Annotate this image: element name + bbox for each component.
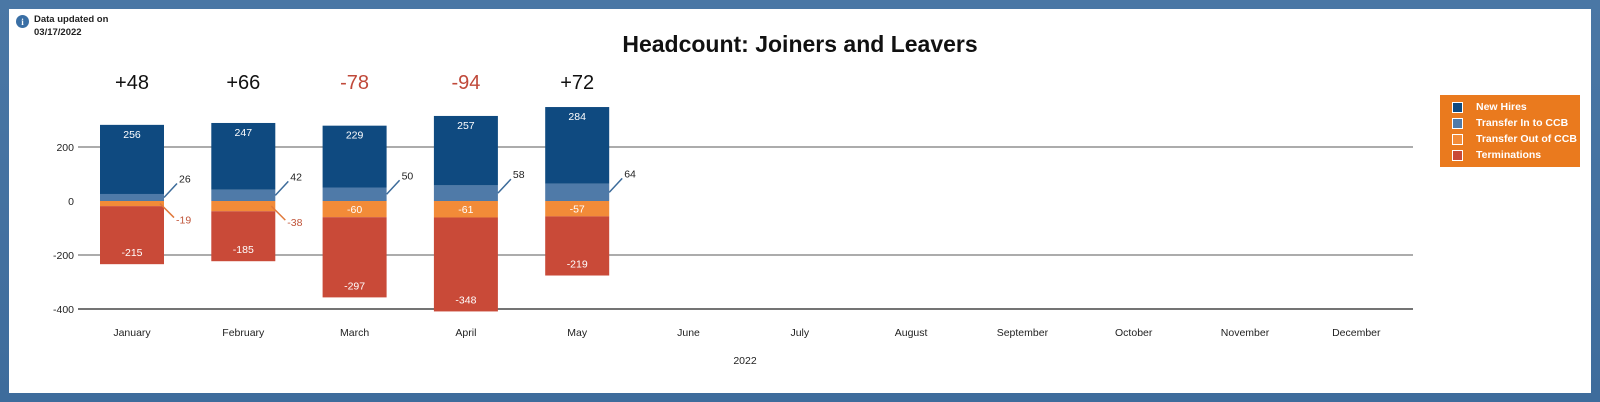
bar-transfer-in-to-ccb-may[interactable]: [545, 183, 610, 201]
legend-swatch: [1452, 101, 1463, 113]
net-change-label: -94: [451, 72, 480, 94]
y-tick-label: 0: [68, 196, 74, 208]
data-label-transfer-in: 42: [290, 171, 302, 183]
legend-label: New Hires: [1476, 101, 1527, 113]
x-tick-label: February: [222, 327, 265, 339]
data-label-transfer-out: -57: [570, 204, 585, 216]
data-label-new-hires: 256: [123, 129, 141, 141]
bar-new-hires-january[interactable]: [100, 124, 164, 194]
bar-transfer-in-to-ccb-january[interactable]: [100, 193, 164, 201]
bar-transfer-in-to-ccb-april[interactable]: [433, 185, 498, 201]
leader-line: [497, 178, 512, 194]
y-tick-label: -400: [53, 304, 74, 316]
data-label-new-hires: 284: [568, 111, 586, 123]
x-tick-label: October: [1115, 327, 1153, 339]
legend-item-transfer-out-of-ccb[interactable]: Transfer Out of CCB: [1440, 131, 1580, 147]
bar-new-hires-april[interactable]: [433, 115, 498, 186]
data-updated-note: i Data updated on 03/17/2022: [16, 13, 120, 39]
bar-terminations-march[interactable]: [322, 217, 387, 298]
chart-title: Headcount: Joiners and Leavers: [622, 31, 977, 57]
data-updated-line1: Data updated on: [34, 14, 109, 25]
x-axis-title: 2022: [733, 355, 757, 367]
data-updated-date: 03/17/2022: [34, 27, 82, 38]
bar-terminations-february[interactable]: [211, 211, 276, 262]
legend-label: Transfer Out of CCB: [1476, 133, 1577, 145]
data-label-transfer-out: -38: [287, 217, 302, 229]
bar-transfer-in-to-ccb-february[interactable]: [211, 189, 276, 201]
data-label-transfer-in: 50: [402, 170, 414, 182]
leader-line: [386, 179, 401, 195]
data-label-terminations: -215: [121, 247, 142, 259]
leader-line: [159, 203, 175, 219]
data-label-transfer-out: -19: [176, 215, 191, 227]
leader-line: [270, 205, 286, 221]
data-updated-text: Data updated on 03/17/2022: [34, 13, 120, 39]
x-tick-label: June: [677, 327, 700, 339]
bar-transfer-in-to-ccb-march[interactable]: [322, 187, 387, 202]
x-tick-label: March: [340, 327, 369, 339]
x-tick-label: December: [1332, 327, 1381, 339]
x-tick-label: September: [997, 327, 1049, 339]
legend-label: Terminations: [1476, 149, 1542, 161]
x-tick-label: January: [113, 327, 151, 339]
net-change-label: +48: [115, 72, 149, 94]
y-tick-label: -200: [53, 250, 74, 262]
x-tick-label: April: [455, 327, 476, 339]
net-change-label: +66: [226, 72, 260, 94]
bar-transfer-out-of-ccb-may[interactable]: [545, 201, 610, 217]
legend: New Hires Transfer In to CCB Transfer Out …: [1440, 95, 1580, 167]
legend-swatch: [1452, 149, 1463, 161]
info-icon[interactable]: i: [16, 15, 29, 28]
y-tick-label: 200: [56, 142, 74, 154]
net-change-label: +72: [560, 72, 594, 94]
x-tick-label: May: [567, 327, 588, 339]
data-label-terminations: -297: [344, 280, 365, 292]
data-label-new-hires: 229: [346, 130, 364, 142]
data-label-transfer-in: 26: [179, 173, 191, 185]
data-label-transfer-out: -61: [458, 204, 473, 216]
leader-line: [163, 182, 178, 199]
data-label-new-hires: 257: [457, 120, 475, 132]
bar-transfer-out-of-ccb-january[interactable]: [100, 201, 164, 207]
bar-terminations-april[interactable]: [433, 217, 498, 312]
legend-item-terminations[interactable]: Terminations: [1440, 147, 1580, 163]
legend-swatch: [1452, 133, 1463, 145]
data-label-transfer-in: 58: [513, 169, 525, 181]
legend-item-new-hires[interactable]: New Hires: [1440, 99, 1580, 115]
x-tick-label: July: [790, 327, 809, 339]
bar-terminations-january[interactable]: [100, 206, 164, 265]
leader-line: [608, 177, 623, 193]
bar-transfer-out-of-ccb-april[interactable]: [433, 201, 498, 218]
legend-item-transfer-in-to-ccb[interactable]: Transfer In to CCB: [1440, 115, 1580, 131]
legend-label: Transfer In to CCB: [1476, 117, 1569, 129]
bar-terminations-may[interactable]: [545, 216, 610, 276]
net-change-label: -78: [340, 72, 369, 94]
data-label-transfer-out: -60: [347, 204, 362, 216]
leader-line: [274, 180, 289, 196]
bar-new-hires-march[interactable]: [322, 125, 387, 188]
data-label-terminations: -185: [233, 244, 254, 256]
x-tick-label: November: [1221, 327, 1270, 339]
legend-swatch: [1452, 117, 1463, 129]
bar-new-hires-may[interactable]: [545, 107, 610, 184]
data-label-transfer-in: 64: [624, 168, 636, 180]
bar-transfer-out-of-ccb-february[interactable]: [211, 201, 276, 212]
bar-transfer-out-of-ccb-march[interactable]: [322, 201, 387, 218]
data-label-new-hires: 247: [235, 127, 253, 139]
data-label-terminations: -348: [455, 294, 476, 306]
data-label-terminations: -219: [567, 259, 588, 271]
bar-new-hires-february[interactable]: [211, 122, 276, 190]
x-tick-label: August: [895, 327, 928, 339]
